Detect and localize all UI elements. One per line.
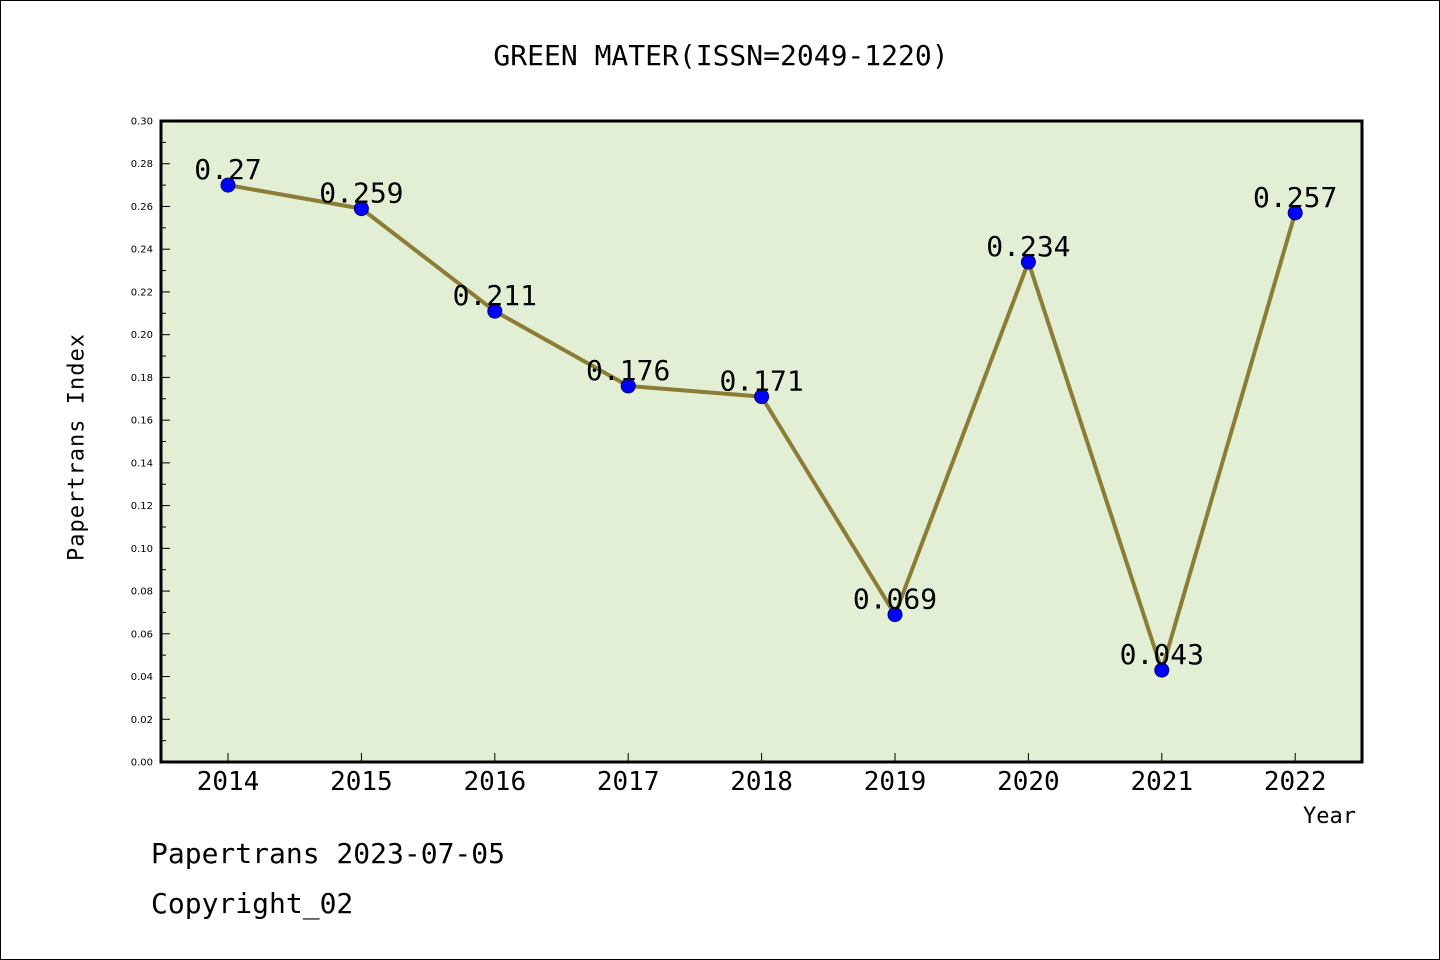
x-tick-label: 2014 [197,767,260,797]
data-point [353,201,369,217]
x-tick-label: 2018 [730,767,793,797]
data-label: 0.171 [719,365,803,398]
y-tick-label: 0.22 [131,287,153,298]
y-tick-label: 0.08 [131,587,153,598]
data-point [220,177,236,193]
y-tick-label: 0.26 [131,202,153,213]
x-axis-label: Year [1303,804,1356,829]
data-point [620,378,636,394]
x-tick-label: 2019 [864,767,927,797]
y-tick-label: 0.02 [131,715,153,726]
y-tick-label: 0.06 [131,629,153,640]
y-tick-label: 0.14 [131,458,153,469]
footer-date: Papertrans 2023-07-05 [151,837,506,870]
plot-frame [159,119,1364,764]
data-point [1287,205,1303,221]
data-label: 0.259 [319,177,403,210]
y-tick-label: 0.28 [131,159,153,170]
y-tick-label: 0.16 [131,416,153,427]
x-tick-label: 2020 [997,767,1060,797]
y-tick-label: 0.24 [131,245,153,256]
chart-title: GREEN MATER(ISSN=2049-1220) [493,39,949,72]
footer-copyright: Copyright_02 [151,887,354,920]
x-tick-label: 2015 [330,767,393,797]
data-point [1154,662,1170,678]
y-tick-label: 0.20 [131,330,153,341]
y-tick-label: 0.00 [131,758,153,769]
y-tick-label: 0.10 [131,544,153,555]
data-point [1020,254,1036,270]
x-tick-label: 2022 [1264,767,1327,797]
data-label: 0.043 [1120,638,1204,671]
plot-area [161,121,1362,762]
data-label: 0.176 [586,354,670,387]
data-label: 0.27 [194,153,261,186]
y-tick-label: 0.04 [131,672,153,683]
y-tick-label: 0.12 [131,501,153,512]
x-tick-label: 2016 [463,767,526,797]
data-label: 0.069 [853,583,937,616]
data-label: 0.234 [986,230,1070,263]
y-tick-label: 0.30 [131,117,153,128]
data-label: 0.257 [1253,181,1337,214]
data-point [487,303,503,319]
data-point [754,389,770,405]
data-label: 0.211 [453,279,537,312]
x-tick-label: 2021 [1130,767,1193,797]
data-point [887,607,903,623]
y-tick-label: 0.18 [131,373,153,384]
x-tick-label: 2017 [597,767,660,797]
